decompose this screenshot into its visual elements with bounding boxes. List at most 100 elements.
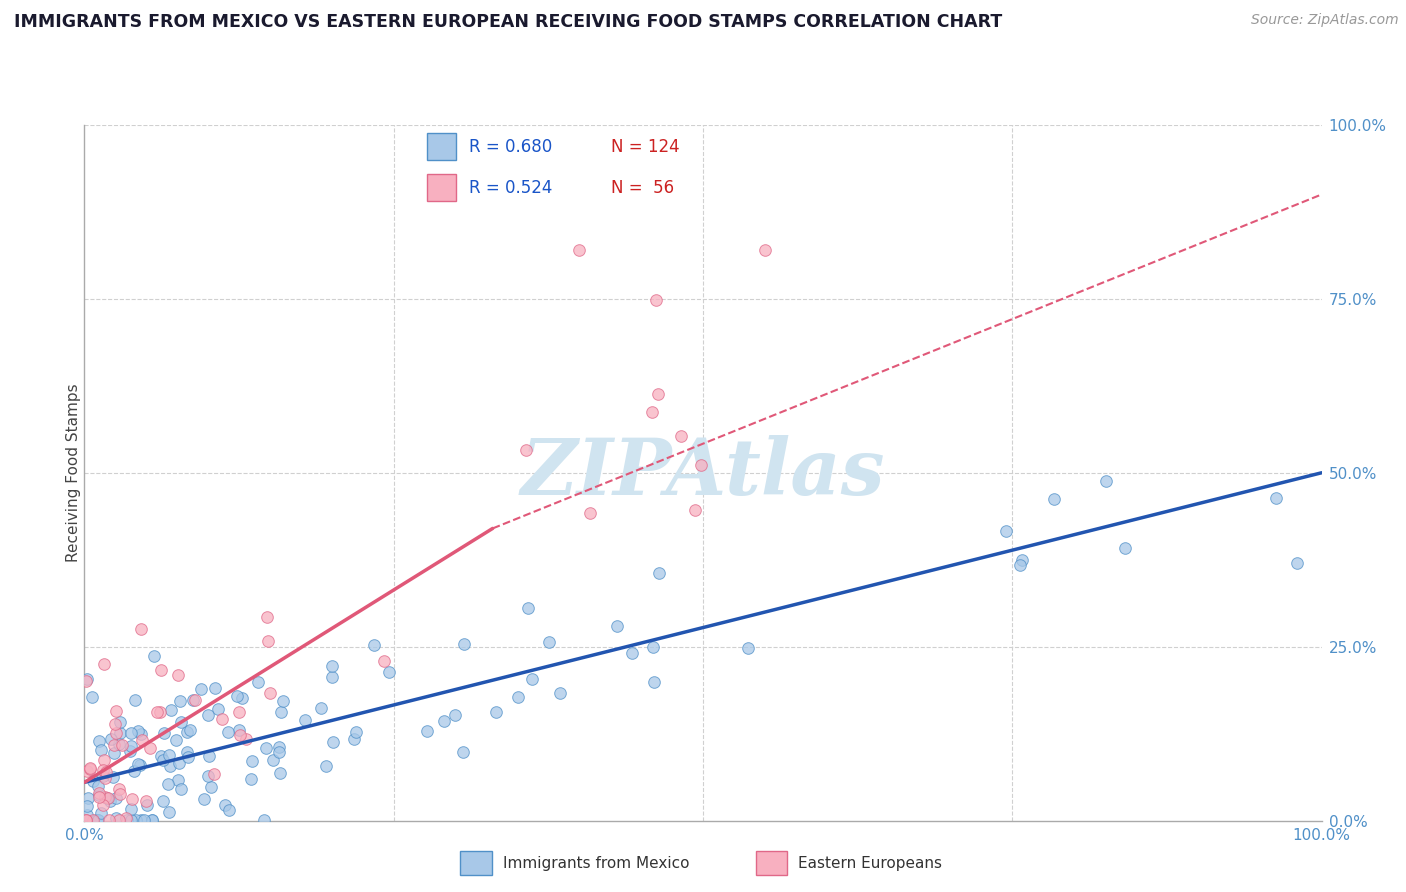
Point — [578, 506, 600, 520]
Text: Source: ZipAtlas.com: Source: ZipAtlas.com — [1251, 13, 1399, 28]
Point — [254, 741, 277, 756]
Point — [149, 705, 172, 719]
Point — [89, 788, 111, 802]
Point — [269, 746, 291, 760]
Point — [152, 794, 174, 808]
Text: Immigrants from Mexico: Immigrants from Mexico — [503, 855, 689, 871]
Point — [207, 702, 229, 716]
Point — [87, 734, 110, 748]
Point — [568, 243, 591, 257]
Point — [197, 708, 219, 723]
Bar — [427, 134, 456, 161]
Point — [669, 429, 692, 443]
Point — [167, 668, 190, 682]
Point — [150, 663, 173, 677]
Point — [181, 692, 204, 706]
Point — [170, 715, 193, 730]
Point — [322, 735, 344, 749]
Point — [197, 769, 219, 783]
Point — [373, 654, 395, 668]
Point — [621, 646, 644, 660]
Point — [1043, 492, 1066, 507]
Point — [256, 634, 278, 648]
Point — [75, 813, 97, 827]
Point — [108, 787, 131, 801]
Point — [179, 723, 201, 737]
Point — [127, 724, 149, 739]
Point — [120, 726, 142, 740]
Point — [508, 690, 530, 704]
Point — [294, 714, 316, 728]
Point — [269, 766, 291, 780]
Point — [131, 732, 153, 747]
Point — [93, 789, 115, 804]
Point — [108, 781, 131, 796]
Bar — [427, 174, 456, 201]
Point — [485, 705, 508, 719]
Point — [226, 689, 249, 703]
Point — [270, 706, 292, 720]
Point — [120, 802, 142, 816]
Point — [262, 753, 284, 767]
Point — [107, 813, 129, 827]
Point — [108, 737, 131, 751]
Point — [118, 744, 141, 758]
Point — [184, 692, 207, 706]
Point — [105, 790, 128, 805]
Point — [214, 797, 236, 812]
Y-axis label: Receiving Food Stamps: Receiving Food Stamps — [66, 384, 80, 562]
Point — [321, 659, 343, 673]
Bar — [461, 851, 492, 875]
Point — [76, 808, 98, 822]
Point — [91, 769, 114, 783]
Point — [416, 723, 439, 738]
Point — [267, 740, 290, 755]
Point — [141, 813, 163, 827]
Text: N = 124: N = 124 — [610, 138, 679, 156]
Point — [127, 757, 149, 772]
Point — [647, 386, 669, 401]
Point — [121, 791, 143, 805]
Point — [157, 747, 180, 762]
Point — [690, 458, 713, 472]
Point — [197, 748, 219, 763]
Point — [363, 638, 385, 652]
Point — [453, 637, 475, 651]
Point — [239, 772, 262, 786]
Point — [641, 405, 664, 419]
Point — [309, 700, 332, 714]
Text: R = 0.680: R = 0.680 — [468, 138, 551, 156]
Point — [82, 773, 104, 788]
Point — [259, 686, 281, 700]
Point — [104, 704, 127, 718]
Point — [124, 764, 146, 779]
Point — [160, 702, 183, 716]
Point — [217, 724, 239, 739]
Point — [90, 806, 112, 821]
Point — [170, 782, 193, 797]
Point — [1285, 556, 1308, 570]
Point — [75, 813, 97, 827]
Point — [91, 797, 114, 812]
Point — [145, 705, 167, 719]
Point — [190, 682, 212, 697]
Point — [98, 794, 121, 808]
Text: R = 0.524: R = 0.524 — [468, 178, 553, 196]
Point — [204, 681, 226, 695]
Text: Eastern Europeans: Eastern Europeans — [799, 855, 942, 871]
Point — [517, 600, 540, 615]
Point — [124, 692, 146, 706]
Point — [167, 772, 190, 787]
Point — [548, 686, 571, 700]
Point — [103, 739, 125, 753]
Point — [100, 731, 122, 746]
Point — [315, 759, 337, 773]
Point — [82, 813, 104, 827]
Point — [94, 765, 117, 780]
Point — [93, 753, 115, 767]
Point — [211, 712, 233, 726]
Point — [193, 791, 215, 805]
Point — [737, 641, 759, 656]
Point — [111, 739, 134, 753]
Point — [129, 813, 152, 827]
